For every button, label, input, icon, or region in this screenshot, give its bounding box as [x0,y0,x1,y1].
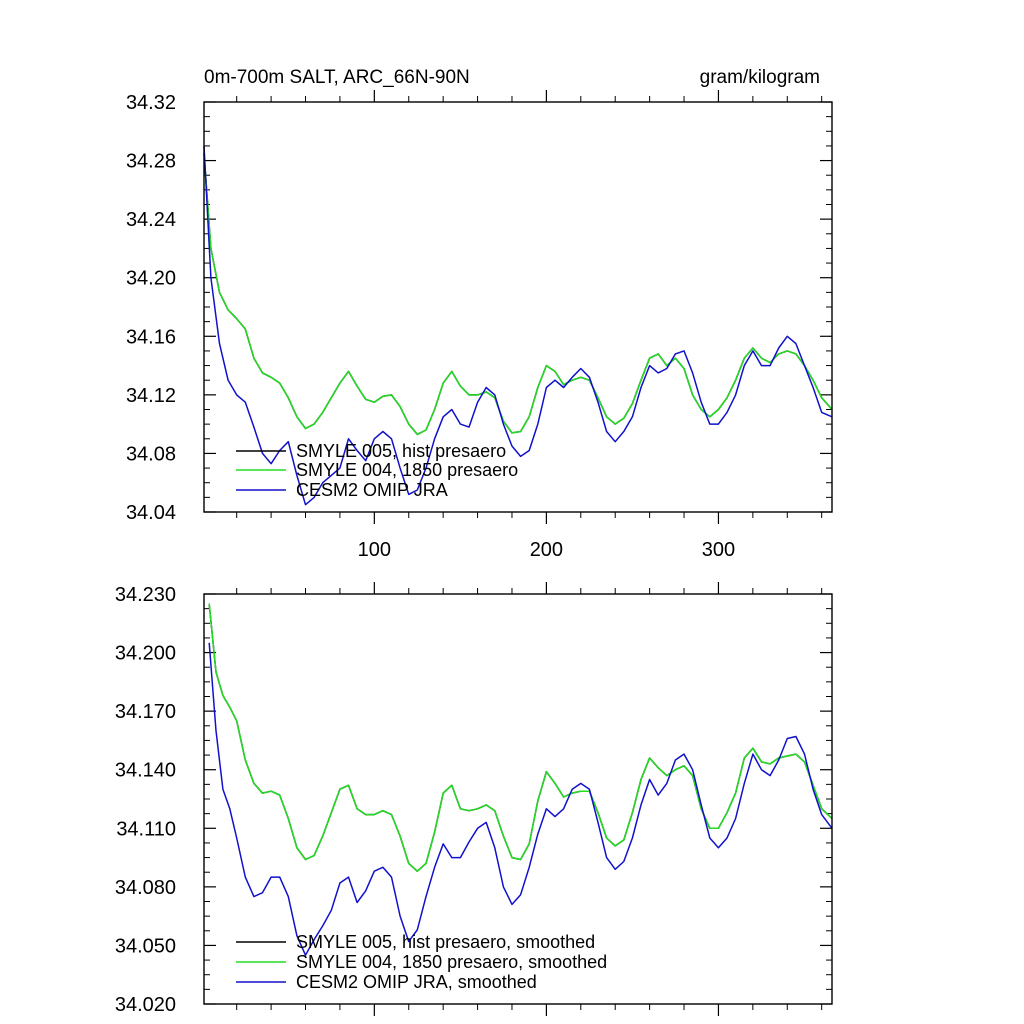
top-panel-frame [203,101,833,513]
y-tick-label: 34.12 [126,385,176,407]
y-tick-label: 34.050 [115,935,176,957]
y-tick-label: 34.020 [115,994,176,1016]
top-panel-legend: SMYLE 005, hist presaero SMYLE 004, 1850… [236,441,518,500]
bottom-panel-series [208,603,833,956]
y-tick-label: 34.140 [115,760,176,782]
y-tick-label: 34.24 [126,209,176,231]
y-tick-label: 34.20 [126,268,176,290]
y-tick-label: 34.08 [126,443,176,465]
legend-label-smyle-004: SMYLE 004, 1850 presaero [296,460,518,480]
top-panel: 0m-700m SALT, ARC_66N-90N gram/kilogram … [126,67,833,561]
top-panel-title: 0m-700m SALT, ARC_66N-90N [204,67,470,88]
bottom-panel-legend: SMYLE 005, hist presaero, smoothed SMYLE… [236,932,607,992]
series-line-2 [203,145,833,506]
y-tick-label: 34.16 [126,326,176,348]
y-tick-label: 34.04 [126,502,176,524]
y-tick-label: 34.080 [115,877,176,899]
legend-label-smyle-004-smoothed: SMYLE 004, 1850 presaero, smoothed [296,952,607,972]
y-tick-label: 34.200 [115,643,176,665]
series-line-1 [208,603,833,872]
top-panel-series [203,145,833,506]
y-tick-label: 34.230 [115,584,176,606]
y-tick-label: 34.28 [126,151,176,173]
legend-label-smyle-005-smoothed: SMYLE 005, hist presaero, smoothed [296,932,595,952]
series-line-1 [203,153,833,436]
series-line-2 [208,642,833,956]
legend-label-smyle-005: SMYLE 005, hist presaero [296,441,506,461]
top-panel-ticks: 34.04 34.08 34.12 34.16 34.20 34.24 34.28 34.32… [126,90,832,561]
top-panel-units: gram/kilogram [700,67,820,88]
bottom-panel-frame [203,593,833,1005]
bottom-panel: 34.020 34.050 34.080 34.110 34.140 34.170 34.2… [115,582,833,1016]
x-tick-label: 100 [358,539,391,561]
y-tick-label: 34.170 [115,701,176,723]
x-tick-label: 200 [530,539,563,561]
legend-label-cesm2-omip: CESM2 OMIP JRA [296,480,448,500]
bottom-panel-ticks: 34.020 34.050 34.080 34.110 34.140 34.170 34.2… [115,582,832,1016]
y-tick-label: 34.32 [126,92,176,114]
series-line-0 [208,603,833,872]
legend-label-cesm2-omip-smoothed: CESM2 OMIP JRA, smoothed [296,972,537,992]
y-tick-label: 34.110 [116,818,176,840]
series-line-0 [203,153,833,436]
x-tick-label: 300 [702,539,735,561]
